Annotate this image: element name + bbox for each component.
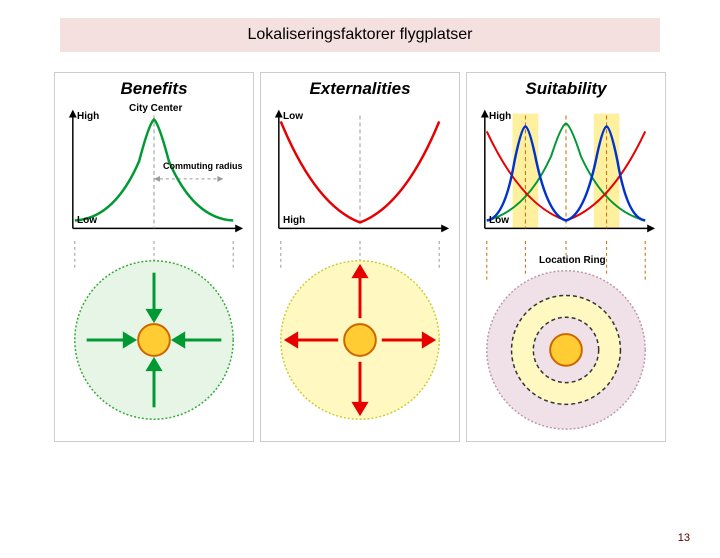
panel-header: Benefits xyxy=(55,73,253,101)
y-high-label: High xyxy=(489,111,511,122)
y-low-label: Low xyxy=(283,111,303,122)
y-low-label: Low xyxy=(77,215,97,226)
panel-header: Suitability xyxy=(467,73,665,101)
panel-benefits: Benefits High Low City Center Commuting xyxy=(54,72,254,442)
ring-label: Location Ring xyxy=(539,255,606,266)
panel-suitability: Suitability H xyxy=(466,72,666,442)
panels-row: Benefits High Low City Center Commuting xyxy=(50,72,670,442)
suitability-circle: Location Ring xyxy=(467,241,665,441)
externalities-chart: Low High xyxy=(261,101,459,241)
radius-label: Commuting radius xyxy=(163,161,243,171)
y-high-label: High xyxy=(283,215,305,226)
panel-header: Externalities xyxy=(261,73,459,101)
center-label: City Center xyxy=(129,103,182,114)
page-number: 13 xyxy=(678,532,690,544)
y-low-label: Low xyxy=(489,215,509,226)
suitability-chart: High Low xyxy=(467,101,665,241)
y-high-label: High xyxy=(77,111,99,122)
externalities-circle xyxy=(261,241,459,441)
benefits-chart: High Low City Center Commuting radius xyxy=(55,101,253,241)
page-title: Lokaliseringsfaktorer flygplatser xyxy=(60,18,660,52)
benefits-circle xyxy=(55,241,253,441)
panel-externalities: Externalities Low High xyxy=(260,72,460,442)
